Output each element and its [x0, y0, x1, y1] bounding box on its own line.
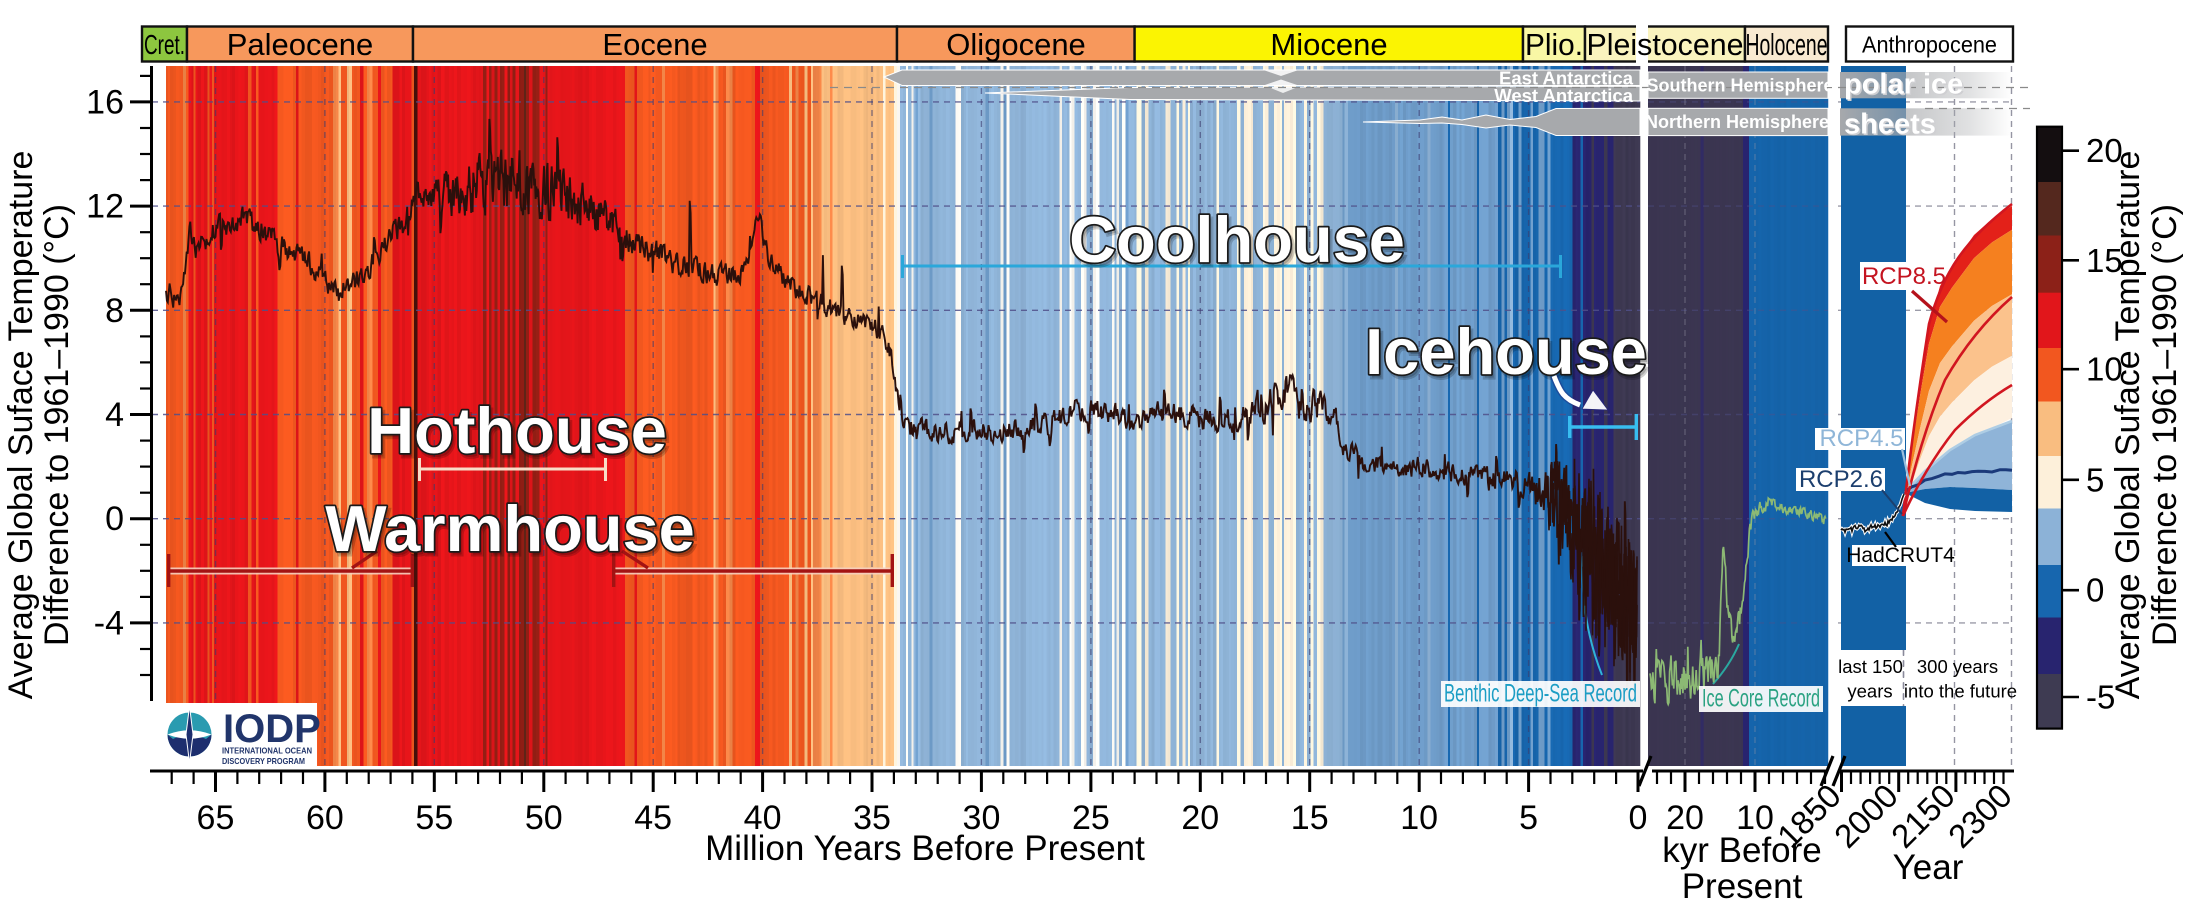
svg-text:West Antarctica: West Antarctica: [1494, 85, 1634, 106]
svg-text:sheets: sheets: [1844, 109, 1936, 141]
svg-text:8: 8: [105, 292, 124, 330]
svg-text:55: 55: [415, 799, 453, 837]
svg-text:4: 4: [105, 396, 124, 434]
svg-text:Anthropocene: Anthropocene: [1862, 31, 1997, 57]
svg-text:12: 12: [86, 188, 124, 226]
svg-text:Northern Hemisphere: Northern Hemisphere: [1645, 112, 1829, 132]
svg-text:15: 15: [1291, 799, 1329, 837]
svg-text:45: 45: [634, 799, 672, 837]
svg-text:Eocene: Eocene: [602, 27, 707, 62]
svg-text:0: 0: [2086, 572, 2104, 609]
svg-text:HadCRUT4: HadCRUT4: [1846, 544, 1955, 567]
svg-text:Icehouse: Icehouse: [1365, 315, 1647, 388]
svg-text:INTERNATIONAL OCEAN: INTERNATIONAL OCEAN: [222, 746, 312, 756]
svg-text:Coolhouse: Coolhouse: [1069, 203, 1405, 276]
svg-text:Plio.: Plio.: [1525, 27, 1583, 62]
svg-text:last 150: last 150: [1838, 656, 1903, 677]
svg-text:50: 50: [525, 799, 563, 837]
svg-text:Average Global Suface Temperat: Average Global Suface Temperature: [2109, 151, 2147, 700]
svg-text:5: 5: [2086, 461, 2104, 498]
svg-text:Warmhouse: Warmhouse: [325, 492, 695, 565]
svg-text:Year: Year: [1893, 848, 1964, 887]
svg-text:Difference to 1961–1990 (°C): Difference to 1961–1990 (°C): [38, 204, 76, 646]
svg-text:Miocene: Miocene: [1270, 27, 1387, 62]
svg-text:years: years: [1847, 681, 1892, 702]
svg-text:-5: -5: [2086, 679, 2115, 716]
svg-text:35: 35: [853, 799, 891, 837]
svg-text:Hothouse: Hothouse: [370, 398, 670, 471]
svg-text:RCP4.5: RCP4.5: [1819, 425, 1903, 452]
svg-text:15: 15: [2086, 242, 2123, 279]
svg-text:sheets: sheets: [1846, 110, 1938, 142]
svg-text:IODP: IODP: [223, 707, 321, 751]
svg-text:20: 20: [1666, 799, 1704, 837]
svg-text:Hothouse: Hothouse: [367, 394, 667, 467]
svg-text:polar ice: polar ice: [1846, 70, 1965, 102]
svg-text:Million Years Before Present: Million Years Before Present: [705, 829, 1145, 868]
svg-text:RCP8.5: RCP8.5: [1862, 263, 1946, 290]
svg-text:5: 5: [1519, 799, 1538, 837]
svg-text:kyr Before: kyr Before: [1662, 831, 1822, 870]
svg-text:10: 10: [1736, 799, 1774, 837]
svg-text:RCP2.6: RCP2.6: [1799, 466, 1883, 493]
svg-text:25: 25: [1072, 799, 1110, 837]
svg-text:Warmhouse: Warmhouse: [328, 496, 698, 569]
svg-text:20: 20: [1181, 799, 1219, 837]
svg-text:10: 10: [2086, 351, 2123, 388]
svg-text:Coolhouse: Coolhouse: [1072, 207, 1408, 280]
svg-text:30: 30: [963, 799, 1001, 837]
svg-text:0: 0: [1629, 799, 1648, 837]
svg-text:DISCOVERY PROGRAM: DISCOVERY PROGRAM: [222, 756, 305, 766]
svg-text:60: 60: [306, 799, 344, 837]
svg-text:20: 20: [2086, 132, 2123, 169]
svg-text:Difference to 1961–1990 (°C): Difference to 1961–1990 (°C): [2146, 204, 2184, 646]
svg-text:-4: -4: [94, 604, 124, 642]
svg-text:300 years: 300 years: [1917, 656, 1998, 677]
svg-text:40: 40: [744, 799, 782, 837]
svg-text:16: 16: [86, 83, 124, 121]
svg-text:East Antarctica: East Antarctica: [1499, 68, 1634, 89]
svg-text:10: 10: [1400, 799, 1438, 837]
svg-text:65: 65: [197, 799, 235, 837]
svg-text:Present: Present: [1682, 867, 1803, 906]
svg-text:Paleocene: Paleocene: [227, 27, 374, 62]
svg-text:Cret.: Cret.: [144, 29, 185, 60]
svg-text:Pleistocene: Pleistocene: [1587, 27, 1744, 62]
svg-text:Holocene: Holocene: [1746, 27, 1828, 62]
svg-text:Oligocene: Oligocene: [946, 27, 1086, 62]
svg-text:Icehouse: Icehouse: [1368, 319, 1650, 392]
svg-text:into the future: into the future: [1904, 681, 2017, 702]
svg-text:Southern Hemisphere: Southern Hemisphere: [1646, 76, 1833, 96]
svg-text:Benthic Deep-Sea Record: Benthic Deep-Sea Record: [1444, 680, 1637, 708]
svg-text:Average Global Suface Temperat: Average Global Suface Temperature: [2, 151, 40, 700]
svg-text:0: 0: [105, 500, 124, 538]
svg-text:polar ice: polar ice: [1844, 69, 1963, 101]
svg-text:Ice Core Record: Ice Core Record: [1702, 685, 1820, 713]
